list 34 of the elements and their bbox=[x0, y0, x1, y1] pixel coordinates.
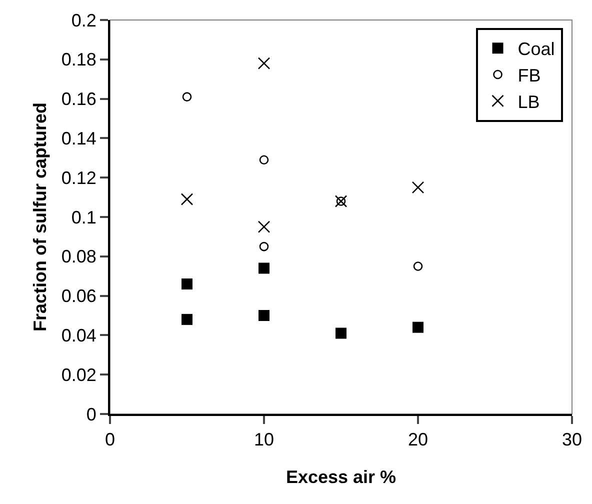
y-tick-label: 0.12 bbox=[61, 168, 96, 188]
point bbox=[180, 193, 194, 206]
y-tick-label: 0.06 bbox=[61, 286, 96, 306]
legend-label: LB bbox=[518, 92, 540, 112]
y-tick-label: 0.04 bbox=[61, 326, 96, 346]
point bbox=[258, 220, 270, 233]
point bbox=[336, 328, 346, 339]
legend-label: FB bbox=[518, 66, 541, 86]
x-axis-title: Excess air % bbox=[286, 467, 396, 488]
y-tick-label: 0.16 bbox=[61, 89, 96, 110]
point bbox=[412, 181, 424, 194]
point bbox=[259, 242, 269, 252]
y-axis-title: Fraction of sulfur captured bbox=[30, 102, 50, 332]
point bbox=[182, 278, 192, 290]
point bbox=[182, 92, 192, 102]
y-tick-label: 0 bbox=[86, 404, 96, 424]
point bbox=[258, 262, 270, 274]
y-tick-label: 0.2 bbox=[71, 10, 96, 30]
point bbox=[258, 310, 270, 321]
y-tick-label: 0.18 bbox=[61, 50, 96, 70]
x-tick-label: 30 bbox=[562, 430, 582, 450]
y-tick-label: 0.14 bbox=[61, 128, 96, 148]
legend-label: Coal bbox=[518, 39, 555, 60]
point bbox=[182, 314, 192, 325]
point bbox=[258, 57, 270, 70]
x-tick-label: 0 bbox=[104, 430, 116, 450]
y-tick-label: 0.02 bbox=[61, 364, 96, 385]
y-tick-label: 0.08 bbox=[61, 246, 96, 267]
point bbox=[413, 262, 423, 271]
point bbox=[259, 155, 269, 165]
y-tick-label: 0.1 bbox=[71, 207, 96, 228]
x-tick-label: 20 bbox=[408, 430, 428, 450]
point bbox=[412, 322, 424, 333]
x-tick-label: 10 bbox=[254, 430, 274, 450]
